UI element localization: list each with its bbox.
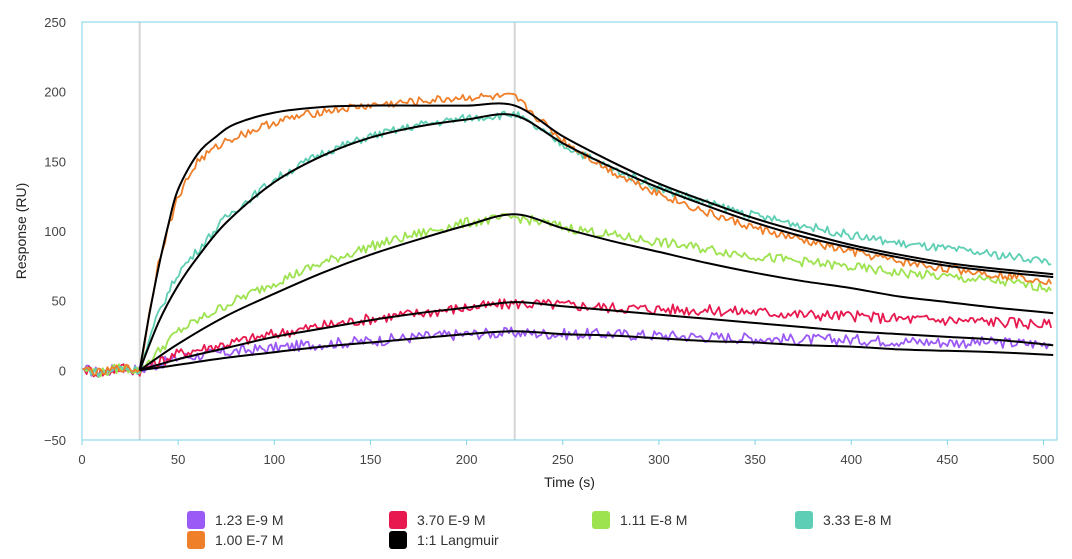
legend-item-2: 3.70 E-9 M xyxy=(389,511,485,529)
x-tick-label: 500 xyxy=(1033,452,1055,467)
fit-curve-3 xyxy=(139,213,1054,372)
plot-area-frame xyxy=(81,21,1058,441)
legend-label: 3.33 E-8 M xyxy=(823,512,892,528)
series-line-3 xyxy=(81,213,1052,378)
x-axis-ticks: 0 50 100 150 200 250 300 350 400 450 500 xyxy=(78,440,1054,467)
legend-label: 1.11 E-8 M xyxy=(620,512,688,528)
y-axis-title: Response (RU) xyxy=(13,183,29,279)
legend-swatch xyxy=(592,511,610,529)
series-line-5 xyxy=(81,92,1053,376)
fit-curve-2 xyxy=(139,301,1054,372)
chart-legend: 1.23 E-9 M 3.70 E-9 M 1.11 E-8 M 3.33 E-8 M… xyxy=(0,508,1072,553)
series-line-4 xyxy=(81,110,1052,378)
y-tick-label: 0 xyxy=(59,363,66,378)
grid-layer xyxy=(138,22,516,440)
x-tick-label: 200 xyxy=(456,452,478,467)
series-line-1 xyxy=(81,326,1052,378)
y-tick-label: 50 xyxy=(52,294,66,309)
x-tick-label: 400 xyxy=(840,452,862,467)
x-tick-label: 350 xyxy=(744,452,766,467)
legend-label: 1.00 E-7 M xyxy=(215,532,284,548)
x-tick-label: 100 xyxy=(263,452,285,467)
legend-swatch xyxy=(187,511,205,529)
x-tick-label: 0 xyxy=(78,452,85,467)
series-layer xyxy=(81,92,1054,378)
legend-label: 3.70 E-9 M xyxy=(417,512,486,528)
sensorgram-chart: 0 50 100 150 200 250 300 350 400 450 500 −50 0 50 100… xyxy=(13,15,1058,490)
legend-item-5: 1.00 E-7 M xyxy=(187,531,283,549)
y-tick-label: 100 xyxy=(44,224,66,239)
series-line-2 xyxy=(81,298,1053,378)
legend-label: 1.23 E-9 M xyxy=(215,512,284,528)
fit-curve-1 xyxy=(139,330,1054,372)
legend-swatch xyxy=(389,531,407,549)
x-tick-label: 50 xyxy=(171,452,185,467)
legend-label: 1:1 Langmuir xyxy=(417,532,499,548)
x-tick-label: 250 xyxy=(552,452,574,467)
y-tick-label: 150 xyxy=(44,154,66,169)
legend-item-1: 1.23 E-9 M xyxy=(187,511,283,529)
legend-swatch xyxy=(187,531,205,549)
y-tick-label: 200 xyxy=(44,85,66,100)
fit-curve-5 xyxy=(138,102,1054,371)
x-tick-label: 450 xyxy=(937,452,959,467)
legend-item-4: 3.33 E-8 M xyxy=(795,511,891,529)
y-tick-label: −50 xyxy=(44,433,66,448)
y-axis-ticks: −50 0 50 100 150 200 250 xyxy=(44,15,66,448)
legend-swatch xyxy=(795,511,813,529)
fit-curve-4 xyxy=(138,113,1054,371)
legend-item-3: 1.11 E-8 M xyxy=(592,511,687,529)
x-tick-label: 300 xyxy=(648,452,670,467)
legend-item-6: 1:1 Langmuir xyxy=(389,531,499,549)
y-tick-label: 250 xyxy=(44,15,66,30)
legend-swatch xyxy=(389,511,407,529)
x-axis-title: Time (s) xyxy=(544,474,595,490)
x-tick-label: 150 xyxy=(360,452,382,467)
